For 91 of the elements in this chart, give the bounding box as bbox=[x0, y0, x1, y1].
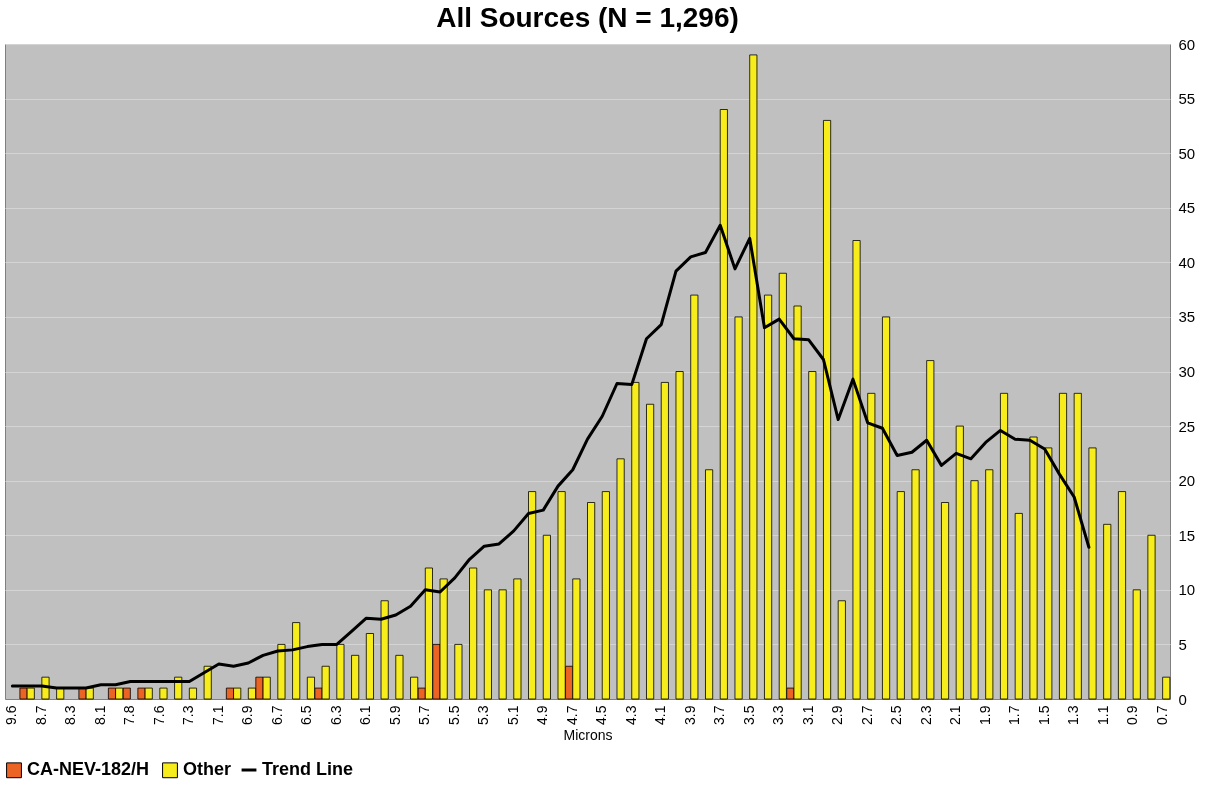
bar bbox=[1103, 523, 1112, 700]
y-tick-label: 40 bbox=[1178, 253, 1196, 271]
x-tick-label: 1.1 bbox=[1094, 705, 1111, 725]
y-tick-label: 25 bbox=[1178, 417, 1196, 435]
x-tick-label: 5.5 bbox=[445, 705, 462, 725]
x-tick-label: 3.7 bbox=[711, 705, 728, 725]
x-tick-label: 3.5 bbox=[740, 705, 757, 725]
bar bbox=[159, 687, 168, 700]
x-tick-label: 5.1 bbox=[504, 705, 521, 725]
x-tick-label: 3.1 bbox=[799, 705, 816, 725]
y-tick-label: 60 bbox=[1178, 35, 1196, 53]
x-tick-label: 2.1 bbox=[947, 705, 964, 725]
y-tick-label: 55 bbox=[1178, 90, 1196, 108]
x-tick-label: 2.9 bbox=[829, 705, 846, 725]
x-tick-label: 6.7 bbox=[268, 705, 285, 725]
legend-label: Trend Line bbox=[262, 759, 354, 779]
bar bbox=[616, 458, 625, 700]
x-tick-label: 7.8 bbox=[121, 705, 138, 725]
x-tick-label: 2.5 bbox=[888, 705, 905, 725]
bar bbox=[513, 578, 522, 700]
y-tick-label: 20 bbox=[1178, 472, 1196, 490]
bar bbox=[985, 469, 994, 700]
bar bbox=[365, 633, 374, 700]
bar bbox=[734, 316, 743, 700]
x-tick-label: 4.9 bbox=[534, 705, 551, 725]
x-tick-label: 6.1 bbox=[357, 705, 374, 725]
bar bbox=[469, 567, 478, 700]
x-tick-label: 4.7 bbox=[563, 705, 580, 725]
y-tick-label: 5 bbox=[1178, 635, 1187, 653]
x-tick-label: 0.9 bbox=[1124, 705, 1141, 725]
chart-title: All Sources (N = 1,296) bbox=[436, 2, 739, 33]
bar bbox=[1162, 676, 1171, 700]
bar bbox=[941, 502, 950, 700]
bar bbox=[660, 382, 669, 700]
x-tick-label: 3.9 bbox=[681, 705, 698, 725]
x-tick-label: 8.1 bbox=[91, 705, 108, 725]
bar bbox=[454, 644, 463, 700]
y-tick-label: 10 bbox=[1178, 581, 1196, 599]
bar bbox=[483, 589, 492, 700]
x-tick-label: 1.3 bbox=[1065, 705, 1082, 725]
x-tick-label: 4.5 bbox=[593, 705, 610, 725]
x-tick-label: 6.3 bbox=[327, 705, 344, 725]
x-tick-label: 1.5 bbox=[1035, 705, 1052, 725]
x-tick-label: 7.1 bbox=[209, 705, 226, 725]
legend-label: Other bbox=[183, 759, 232, 780]
x-tick-label: 4.1 bbox=[652, 705, 669, 725]
y-tick-label: 0 bbox=[1178, 690, 1187, 708]
x-tick-label: 1.9 bbox=[976, 705, 993, 725]
x-tick-label: 6.9 bbox=[239, 705, 256, 725]
bar bbox=[395, 654, 404, 700]
bar bbox=[1117, 491, 1127, 700]
x-tick-label: 8.7 bbox=[32, 705, 49, 725]
bar bbox=[911, 469, 920, 700]
bar bbox=[705, 469, 714, 700]
y-tick-label: 30 bbox=[1178, 363, 1196, 380]
bar bbox=[675, 371, 684, 700]
bar bbox=[808, 371, 817, 700]
x-tick-label: 0.7 bbox=[1153, 705, 1170, 725]
x-tick-label: 8.3 bbox=[62, 705, 79, 725]
y-tick-label: 15 bbox=[1178, 526, 1196, 544]
x-tick-label: 1.7 bbox=[1006, 705, 1023, 725]
bar bbox=[646, 403, 655, 700]
bar bbox=[1147, 534, 1156, 700]
legend-label: CA-NEV-182/H bbox=[27, 759, 150, 780]
x-tick-label: 5.7 bbox=[416, 705, 433, 725]
x-tick-label: 4.3 bbox=[622, 705, 639, 725]
bar bbox=[587, 502, 596, 700]
bar bbox=[690, 294, 699, 700]
bar bbox=[601, 491, 610, 700]
x-tick-label: 6.5 bbox=[298, 705, 315, 725]
bar bbox=[1132, 589, 1141, 700]
x-tick-label: 2.3 bbox=[917, 705, 934, 725]
bar bbox=[970, 480, 979, 700]
x-tick-label: 7.6 bbox=[150, 705, 167, 725]
x-tick-label: 5.3 bbox=[475, 705, 492, 725]
bar bbox=[1014, 513, 1023, 700]
bar bbox=[188, 687, 197, 700]
y-tick-label: 45 bbox=[1178, 199, 1196, 217]
bar bbox=[837, 600, 846, 700]
x-tick-label: 9.6 bbox=[3, 705, 20, 725]
bar bbox=[351, 654, 360, 700]
x-axis-title: Microns bbox=[563, 726, 613, 743]
bar bbox=[498, 589, 507, 700]
y-tick-label: 50 bbox=[1178, 144, 1196, 162]
x-tick-label: 5.9 bbox=[386, 705, 403, 725]
x-tick-label: 7.3 bbox=[180, 705, 197, 725]
x-tick-label: 2.7 bbox=[858, 705, 875, 725]
bar bbox=[542, 534, 551, 700]
x-tick-label: 3.3 bbox=[770, 705, 787, 725]
y-tick-label: 35 bbox=[1178, 308, 1196, 326]
bar bbox=[896, 491, 905, 700]
